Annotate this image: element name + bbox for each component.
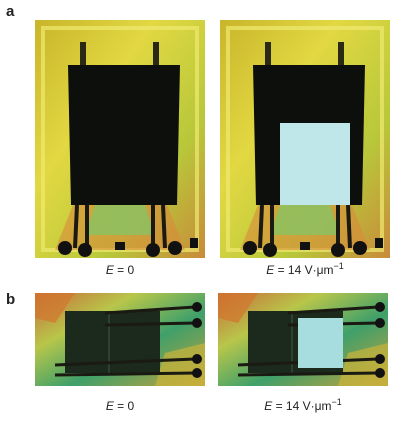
caption-part: = 0 xyxy=(114,263,135,277)
switched-region xyxy=(298,318,343,368)
caption-part: = 0 xyxy=(114,399,135,413)
page: {"figure": {"panels": [ {"label": "a", "… xyxy=(0,0,404,438)
caption: E = 14 V·μm−1 xyxy=(266,261,344,277)
caption: E = 14 V·μm−1 xyxy=(264,397,342,413)
panel-label: b xyxy=(6,291,15,308)
caption-part: = 14 V·μm xyxy=(274,263,333,277)
caption: E = 0 xyxy=(106,263,135,277)
caption-part: = 14 V·μm xyxy=(272,399,331,413)
caption-part: −1 xyxy=(334,261,344,271)
panel-label: a xyxy=(6,3,15,20)
photo xyxy=(35,20,205,258)
figure: a E = 0 E = 14 V·μm−1 b E = 0 E = 14 V·μ… xyxy=(0,0,404,438)
photo xyxy=(35,293,205,386)
caption-part: −1 xyxy=(332,397,342,407)
switched-region xyxy=(280,123,350,205)
caption: E = 0 xyxy=(106,399,135,413)
